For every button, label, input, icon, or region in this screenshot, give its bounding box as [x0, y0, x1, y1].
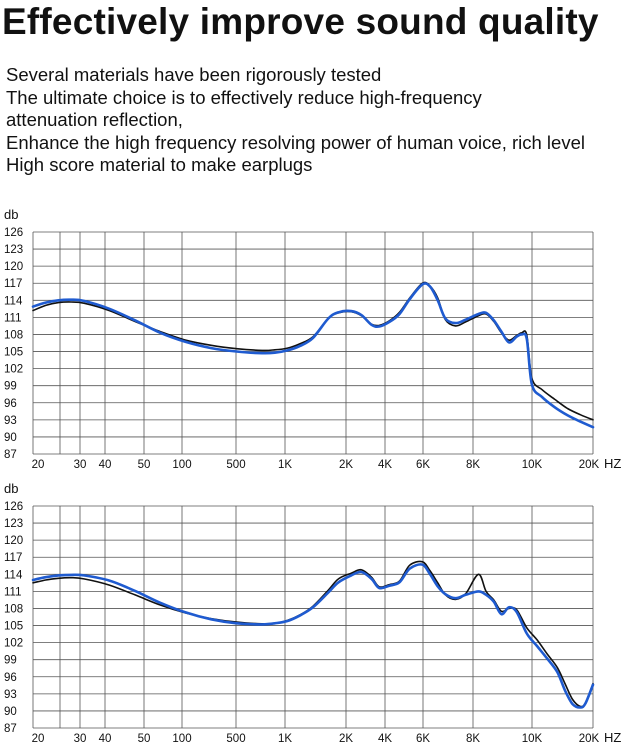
description-line: Several materials have been rigorously t…: [6, 64, 382, 85]
description: Several materials have been rigorously t…: [6, 64, 585, 177]
y-tick-label: 111: [4, 312, 21, 324]
x-tick-label: 50: [138, 733, 151, 745]
x-tick-label: 8K: [466, 733, 480, 745]
y-axis-label: db: [4, 481, 18, 496]
y-tick-label: 102: [4, 638, 23, 650]
x-tick-label: 20: [32, 459, 45, 471]
frequency-response-chart-2: 126 123 120 117 114 111 108 105 102 99 96 93 90 87 db 2…: [4, 481, 621, 745]
page-title: Effectively improve sound quality: [2, 1, 599, 42]
x-tick-label: 1K: [278, 459, 292, 471]
description-line: attenuation reflection,: [6, 109, 183, 130]
y-tick-label: 120: [4, 261, 23, 273]
x-axis-label: HZ: [604, 456, 621, 471]
x-tick-label: 2K: [339, 733, 353, 745]
y-tick-label: 90: [4, 432, 17, 444]
description-line: High score material to make earplugs: [6, 154, 313, 175]
x-tick-label: 40: [99, 459, 112, 471]
y-tick-label: 114: [4, 569, 23, 581]
y-tick-label: 93: [4, 415, 17, 427]
series-line-blue: [31, 282, 595, 429]
x-tick-label: 20K: [579, 733, 600, 745]
y-tick-label: 87: [4, 449, 17, 461]
x-tick-label: 20K: [579, 459, 600, 471]
x-tick-label: 500: [226, 459, 245, 471]
y-tick-label: 96: [4, 672, 17, 684]
x-tick-label: 20: [32, 733, 45, 745]
y-axis-label: db: [4, 207, 18, 222]
x-tick-label: 30: [74, 459, 87, 471]
y-tick-label: 105: [4, 347, 23, 359]
y-tick-label: 90: [4, 706, 17, 718]
x-tick-label: 6K: [416, 459, 430, 471]
y-tick-label: 99: [4, 655, 17, 667]
y-tick-label: 99: [4, 381, 17, 393]
x-tick-label: 10K: [522, 459, 543, 471]
y-tick-label: 117: [4, 552, 22, 564]
y-tick-label: 96: [4, 398, 17, 410]
x-tick-label: 1K: [278, 733, 292, 745]
y-tick-label: 111: [4, 586, 21, 598]
series-line-blue: [31, 563, 595, 709]
x-tick-label: 30: [74, 733, 87, 745]
y-tick-label: 126: [4, 501, 23, 513]
x-tick-label: 100: [172, 733, 191, 745]
x-tick-label: 500: [226, 733, 245, 745]
y-tick-label: 123: [4, 244, 23, 256]
y-tick-label: 102: [4, 364, 23, 376]
x-tick-label: 4K: [378, 733, 392, 745]
x-axis-label: HZ: [604, 730, 621, 745]
y-tick-label: 114: [4, 295, 23, 307]
x-tick-label: 100: [172, 459, 191, 471]
description-line: Enhance the high frequency resolving pow…: [6, 131, 585, 153]
description-line: The ultimate choice is to effectively re…: [6, 86, 482, 108]
y-tick-label: 93: [4, 689, 17, 701]
y-tick-label: 117: [4, 278, 22, 290]
x-tick-label: 40: [99, 733, 112, 745]
y-tick-label: 87: [4, 723, 17, 735]
x-tick-label: 10K: [522, 733, 543, 745]
x-tick-label: 4K: [378, 459, 392, 471]
x-tick-label: 2K: [339, 459, 353, 471]
x-tick-label: 6K: [416, 733, 430, 745]
y-tick-label: 108: [4, 603, 23, 615]
y-tick-label: 120: [4, 535, 23, 547]
x-tick-label: 8K: [466, 459, 480, 471]
y-tick-label: 108: [4, 329, 23, 341]
frequency-response-chart-1: 126 123 120 117 114 111 108 105 102 99 96 93 90 87 db 2…: [4, 207, 621, 471]
x-tick-label: 50: [138, 459, 151, 471]
y-tick-label: 105: [4, 621, 23, 633]
y-tick-label: 126: [4, 227, 23, 239]
y-tick-label: 123: [4, 518, 23, 530]
series-line-black: [32, 281, 594, 421]
